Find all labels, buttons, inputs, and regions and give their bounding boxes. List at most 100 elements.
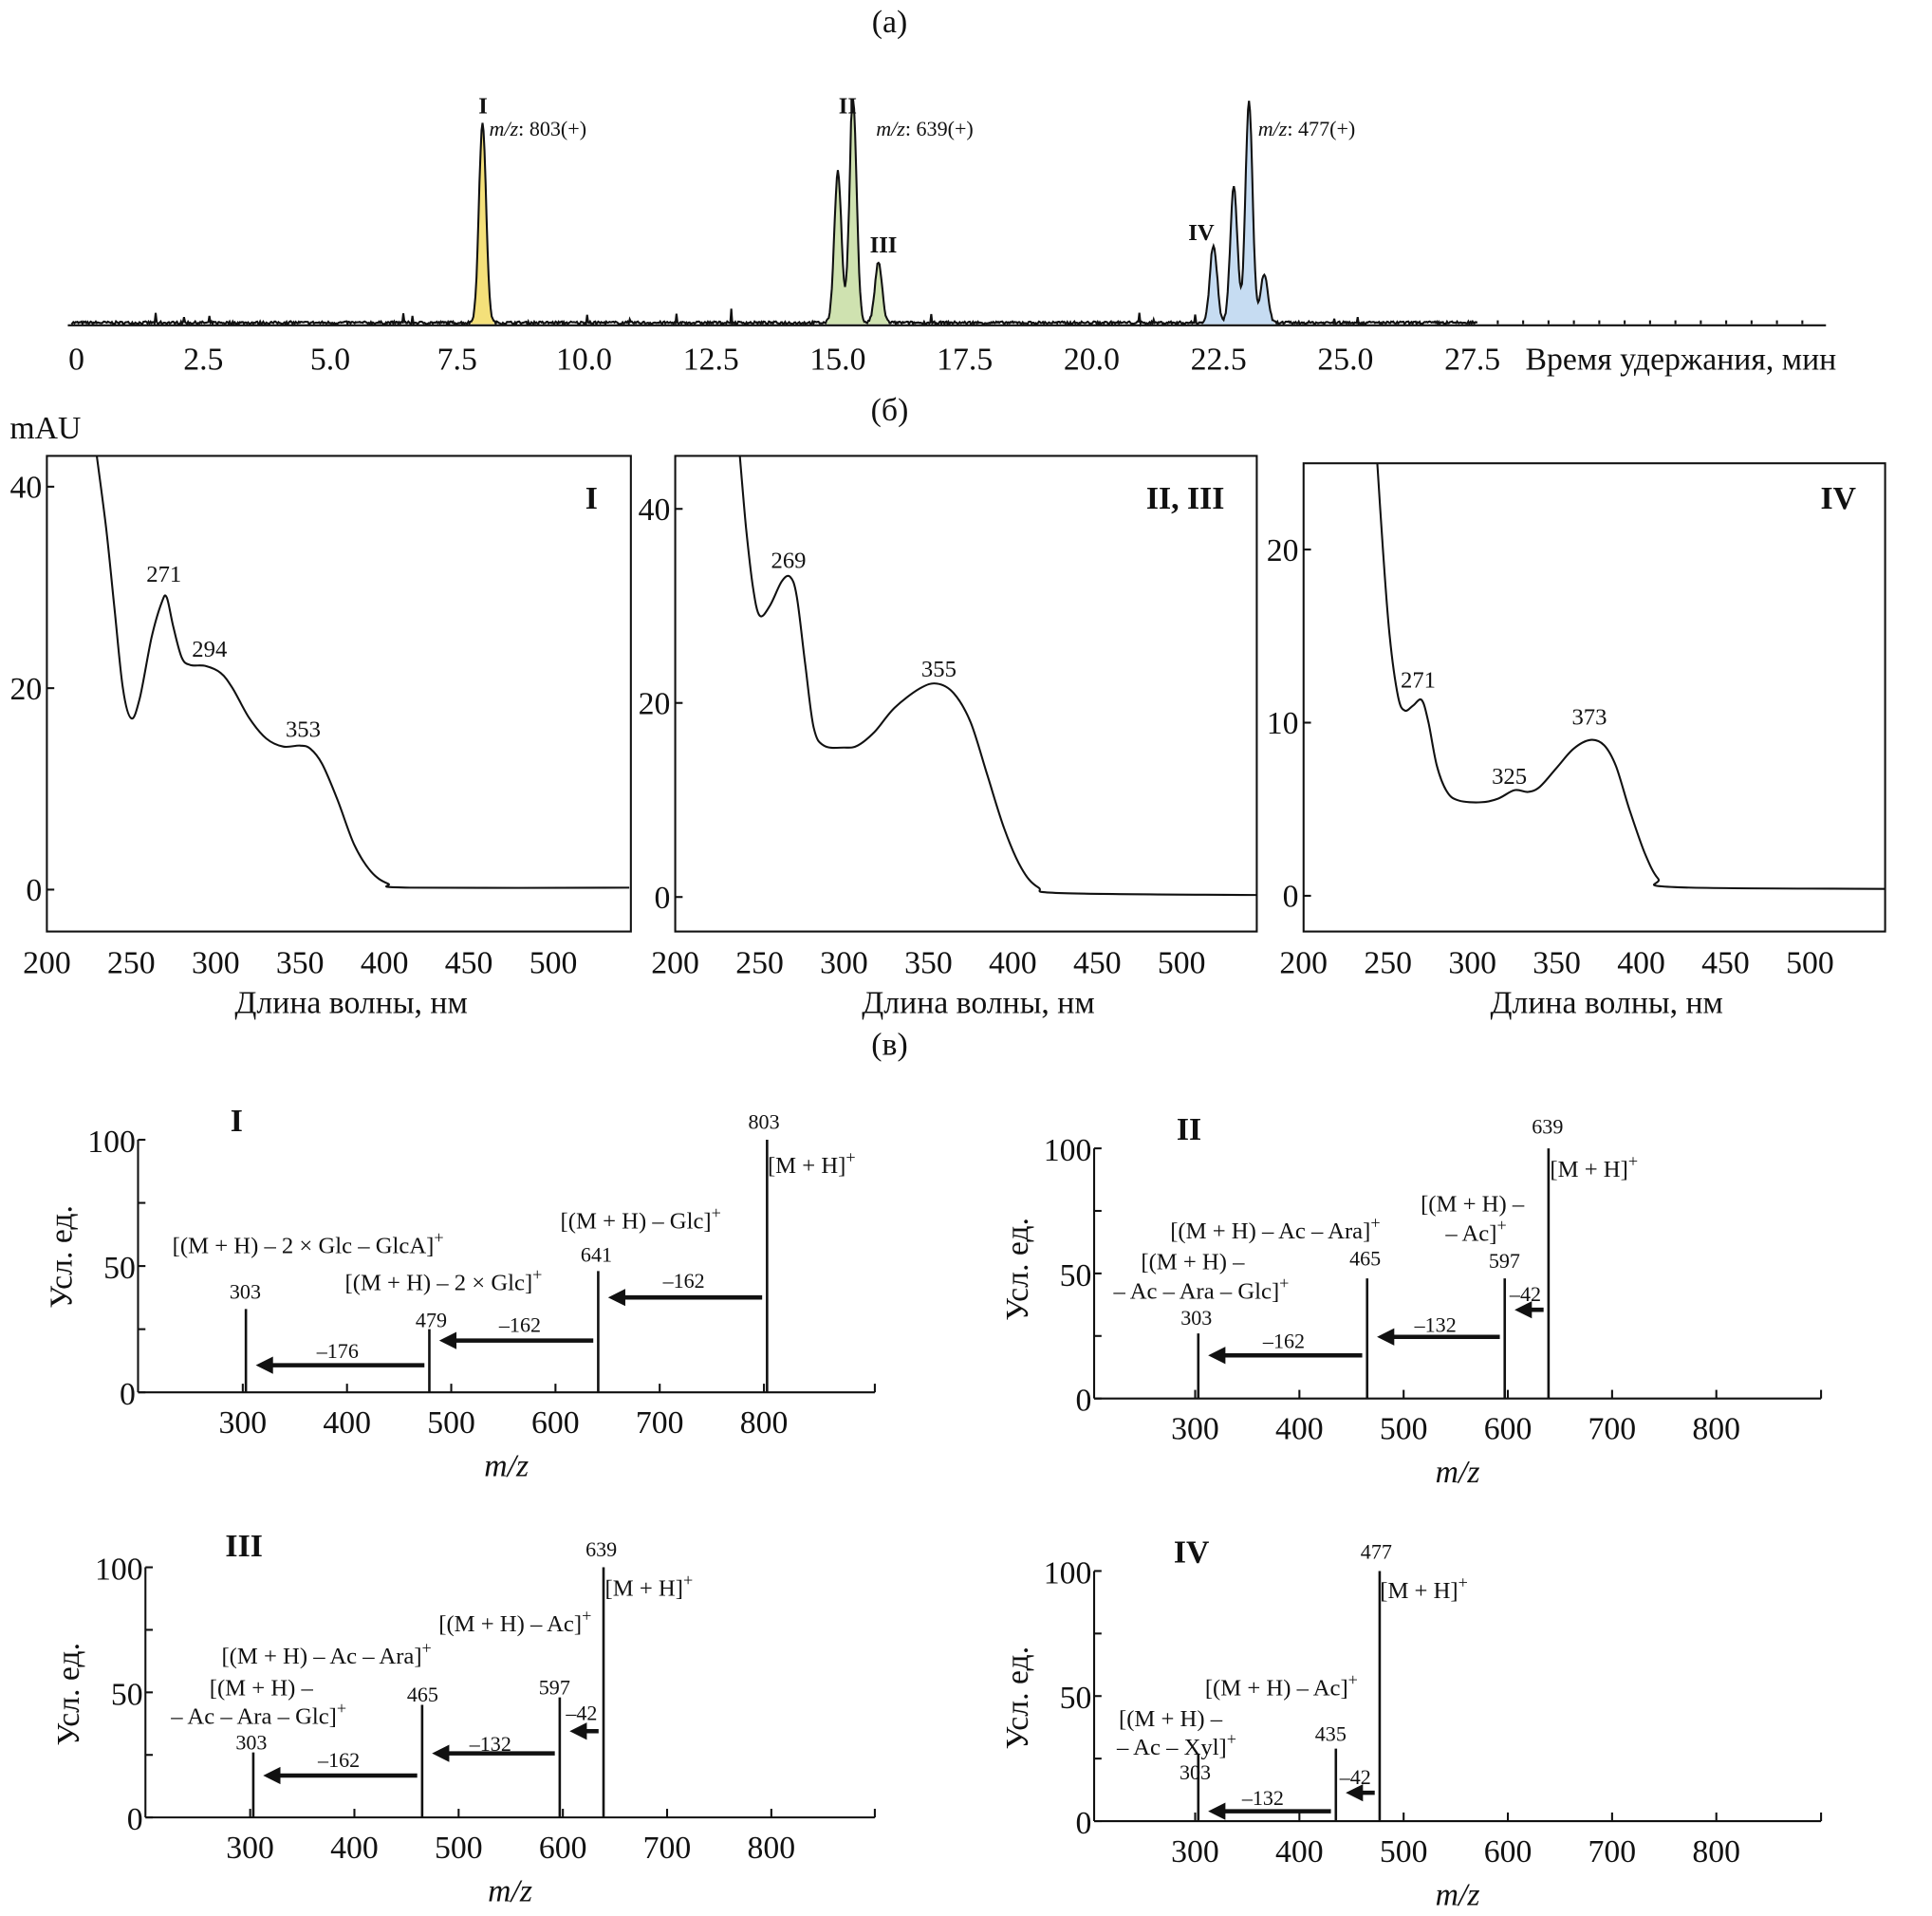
- ion-annotation: – Ac – Ara – Glc]+: [170, 1699, 346, 1729]
- peak-fill-II: [820, 101, 871, 325]
- x-tick-label: 600: [1484, 1412, 1533, 1447]
- peak-mz-label: 435: [1315, 1722, 1347, 1746]
- x-tick-label: 800: [740, 1405, 789, 1441]
- x-tick-label: 10.0: [556, 343, 612, 378]
- ion-annotation: [(M + H) – Ac]+: [1205, 1670, 1358, 1701]
- x-tick-label: 400: [989, 946, 1037, 981]
- plot-frame: [1302, 462, 1886, 933]
- x-tick-label: 350: [276, 946, 325, 981]
- y-tick-label: 40: [9, 471, 42, 506]
- x-tick-label: 500: [1158, 946, 1206, 981]
- panel-label: IV: [1821, 481, 1857, 516]
- x-tick-label: 450: [445, 946, 493, 981]
- uv-II-III-panel: 200 250 300 350 400 450 500 0 20 40 Длина волны, н…: [639, 455, 1258, 1020]
- ion-annotation: [(M + H) – 2 × Glc – GlcA]+: [173, 1228, 444, 1258]
- x-tick-label: 500: [1380, 1834, 1428, 1869]
- peak-mz-label: 803: [749, 1109, 780, 1133]
- y-tick-label: 50: [103, 1251, 136, 1286]
- ms-I-panel: 300 400 500 600 700 800 0 50 100 m/z Усл. ед. I 303 4…: [44, 1104, 876, 1483]
- x-tick-label: 500: [1380, 1412, 1428, 1447]
- arrow-head-icon: [255, 1356, 273, 1374]
- x-tick-label: 600: [531, 1405, 580, 1441]
- x-tick-label: 15.0: [809, 343, 865, 378]
- peak-mz-label: 465: [407, 1683, 438, 1706]
- x-tick-label: 400: [323, 1405, 371, 1441]
- arrow-head-icon: [1346, 1784, 1364, 1802]
- x-tick-label: 700: [1588, 1834, 1637, 1869]
- peak-wavelength-label: 355: [921, 657, 957, 682]
- peak-mz-label: 465: [1349, 1246, 1381, 1270]
- arrow-head-icon: [1208, 1802, 1226, 1820]
- x-tick-label: 300: [192, 946, 240, 981]
- y-tick-label: 0: [127, 1802, 143, 1837]
- panel-label: III: [225, 1529, 262, 1564]
- x-tick-label: 800: [748, 1831, 796, 1866]
- loss-label: –42: [1509, 1282, 1541, 1306]
- mz-annotation: m/z: 477(+): [1258, 117, 1356, 140]
- x-axis-label: m/z: [1436, 1877, 1480, 1912]
- y-tick-label: 20: [9, 672, 42, 707]
- ion-annotation: [(M + H) –: [210, 1676, 314, 1702]
- peak-mz-label: 303: [230, 1280, 261, 1304]
- loss-label: –162: [498, 1313, 541, 1337]
- y-axis-label: Усл. ед.: [51, 1643, 86, 1746]
- peak-wavelength-label: 325: [1492, 764, 1527, 790]
- y-tick-label: 50: [1060, 1258, 1092, 1293]
- y-tick-label: 0: [26, 873, 42, 908]
- arrow-head-icon: [432, 1744, 450, 1762]
- x-tick-label: 25.0: [1317, 343, 1373, 378]
- mau-label: mAU: [9, 411, 81, 446]
- arrow-head-icon: [263, 1766, 281, 1785]
- loss-label: –132: [1241, 1786, 1284, 1810]
- uv-I-panel: 200 250 300 350 400 450 500 0 20 40 Длина волны, н…: [9, 455, 632, 1020]
- chromatogram-trace: [70, 100, 1478, 327]
- x-tick-label: 700: [1588, 1412, 1637, 1447]
- x-tick-label: 200: [1279, 946, 1328, 981]
- y-tick-label: 0: [1076, 1384, 1092, 1419]
- x-tick-label: 700: [643, 1831, 692, 1866]
- panel-label: I: [231, 1104, 243, 1139]
- x-tick-label: 400: [1275, 1834, 1324, 1869]
- y-tick-label: 100: [1044, 1133, 1092, 1168]
- ms-III-panel: 300 400 500 600 700 800 0 50 100 m/z Усл. ед. III 30…: [51, 1529, 876, 1908]
- panel-title-a: (а): [872, 5, 907, 40]
- x-axis-label: m/z: [488, 1873, 532, 1908]
- x-tick-label: 250: [107, 946, 156, 981]
- loss-label: –132: [469, 1732, 511, 1756]
- x-tick-label: 2.5: [183, 343, 223, 378]
- arrow-head-icon: [1208, 1347, 1226, 1365]
- x-tick-label: 200: [651, 946, 699, 981]
- x-axis-label: Время удержания, мин: [1525, 343, 1836, 378]
- ion-annotation: [M + H]+: [1380, 1573, 1468, 1604]
- ms-IV-panel: 300 400 500 600 700 800 0 50 100 m/z Усл. ед. IV 303…: [1000, 1535, 1823, 1912]
- x-tick-label: 400: [330, 1831, 379, 1866]
- y-tick-label: 100: [1044, 1555, 1092, 1590]
- y-tick-label: 20: [1267, 533, 1299, 568]
- x-tick-label: 600: [1484, 1834, 1533, 1869]
- peak-mz-label: 303: [235, 1731, 267, 1755]
- loss-label: –132: [1414, 1313, 1457, 1337]
- x-tick-label: 300: [226, 1831, 274, 1866]
- x-tick-label: 800: [1692, 1412, 1740, 1447]
- x-tick-label: 300: [219, 1405, 268, 1441]
- ion-annotation: [M + H]+: [1550, 1152, 1638, 1182]
- x-tick-label: 500: [529, 946, 578, 981]
- arrow-head-icon: [569, 1722, 587, 1740]
- uv-curve: [95, 456, 630, 889]
- peak-mz-label: 303: [1180, 1306, 1212, 1330]
- peak-wavelength-label: 353: [286, 716, 321, 742]
- peak-wavelength-label: 294: [192, 637, 227, 662]
- ion-annotation: [(M + H) –: [1421, 1191, 1525, 1217]
- ion-annotation: [(M + H) – 2 × Glc]+: [345, 1265, 543, 1295]
- x-tick-label: 300: [1171, 1412, 1219, 1447]
- x-tick-label: 800: [1692, 1834, 1740, 1869]
- peak-fill-III: [860, 263, 897, 325]
- x-tick-label: 300: [820, 946, 868, 981]
- x-axis-label: Длина волны, нм: [234, 985, 467, 1020]
- y-tick-label: 50: [1060, 1681, 1092, 1716]
- x-tick-label: 600: [539, 1831, 587, 1866]
- x-tick-label: 17.5: [937, 343, 993, 378]
- x-tick-label: 20.0: [1064, 343, 1120, 378]
- peak-fill-I: [464, 122, 501, 325]
